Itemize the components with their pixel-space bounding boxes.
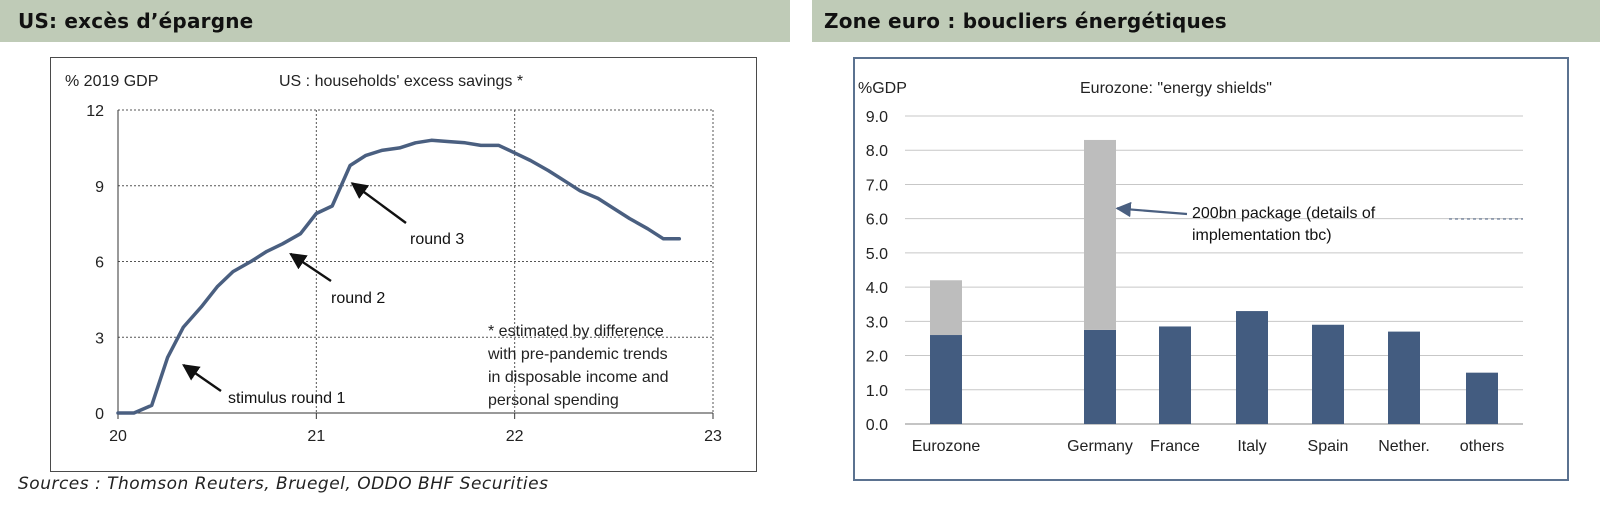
annotation-label: stimulus round 1 [228, 390, 345, 407]
annotation-label: round 3 [410, 231, 464, 248]
y-tick-label: 3 [95, 330, 104, 347]
x-tick-label: 22 [506, 428, 524, 445]
category-label: Germany [1067, 438, 1133, 455]
x-tick-label: 23 [704, 428, 722, 445]
y-tick-label: 6 [95, 255, 104, 272]
annotation-arrow [289, 252, 332, 282]
left-header-title: US: excès d’épargne [18, 9, 254, 33]
us-excess-savings-chart: 0 3 6 9 12 20 21 22 23 % 2019 GDP US : households'… [65, 73, 722, 445]
category-label: Italy [1237, 438, 1266, 455]
footnote-line: with pre-pandemic trends [487, 346, 668, 363]
y-axis-label: % 2019 GDP [65, 73, 158, 90]
x-tick-label: 21 [307, 428, 325, 445]
header-gap [790, 0, 812, 42]
category-label: others [1460, 438, 1504, 455]
right-header-title: Zone euro : boucliers énergétiques [824, 9, 1227, 33]
y-tick-label: 4.0 [866, 280, 888, 297]
y-tick-label: 2.0 [866, 349, 888, 366]
footnote-line: in disposable income and [488, 369, 669, 386]
y-tick-label: 9.0 [866, 109, 888, 126]
annotation-arrow [1115, 201, 1188, 218]
bar-eurozone-extra [930, 280, 962, 336]
x-tick-label: 20 [109, 428, 127, 445]
bar-italy-base [1236, 311, 1268, 424]
y-tick-label: 0.0 [866, 417, 888, 434]
bar-others-base [1466, 372, 1498, 424]
bar-eurozone-base [930, 335, 962, 424]
category-label: Nether. [1378, 438, 1430, 455]
bar-germany-extra [1084, 139, 1116, 330]
y-tick-label: 12 [86, 103, 104, 120]
category-label: Spain [1308, 438, 1349, 455]
chart-title: Eurozone: "energy shields" [1080, 80, 1272, 97]
bar-spain-base [1312, 324, 1344, 424]
footnote-line: personal spending [488, 392, 619, 409]
annotation-arrow [182, 364, 222, 392]
excess-savings-line [116, 138, 682, 415]
y-tick-label: 0 [95, 406, 104, 423]
y-tick-label: 5.0 [866, 246, 888, 263]
annotation-label: round 2 [331, 290, 385, 307]
eurozone-energy-shields-chart: 0.0 1.0 2.0 3.0 4.0 5.0 6.0 7.0 8.0 9.0 %GDP Eurozo… [858, 80, 1523, 455]
annotation-arrow [350, 182, 407, 224]
category-label: Eurozone [912, 438, 981, 455]
y-axis-label: %GDP [858, 80, 907, 97]
sources-note: Sources : Thomson Reuters, Bruegel, ODDO… [18, 474, 549, 494]
bar-france-base [1159, 326, 1191, 424]
annotation-label: 200bn package (details of [1192, 205, 1376, 222]
category-label: France [1150, 438, 1200, 455]
bar-germany-base [1084, 329, 1116, 424]
us-excess-savings-panel: 0 3 6 9 12 20 21 22 23 % 2019 GDP US : households'… [50, 57, 757, 472]
y-tick-label: 1.0 [866, 383, 888, 400]
footnote-line: * estimated by difference [488, 323, 664, 340]
y-tick-label: 8.0 [866, 143, 888, 160]
eurozone-energy-shields-panel: 0.0 1.0 2.0 3.0 4.0 5.0 6.0 7.0 8.0 9.0 %GDP Eurozo… [853, 57, 1569, 481]
y-tick-label: 3.0 [866, 314, 888, 331]
y-tick-label: 9 [95, 179, 104, 196]
y-tick-label: 7.0 [866, 177, 888, 194]
left-header-bar: US: excès d’épargne [0, 0, 800, 42]
y-tick-label: 6.0 [866, 212, 888, 229]
right-header-bar: Zone euro : boucliers énergétiques [800, 0, 1600, 42]
chart-title: US : households' excess savings * [279, 73, 523, 90]
annotation-label: implementation tbc) [1192, 227, 1332, 244]
bar-nether-base [1388, 331, 1420, 424]
